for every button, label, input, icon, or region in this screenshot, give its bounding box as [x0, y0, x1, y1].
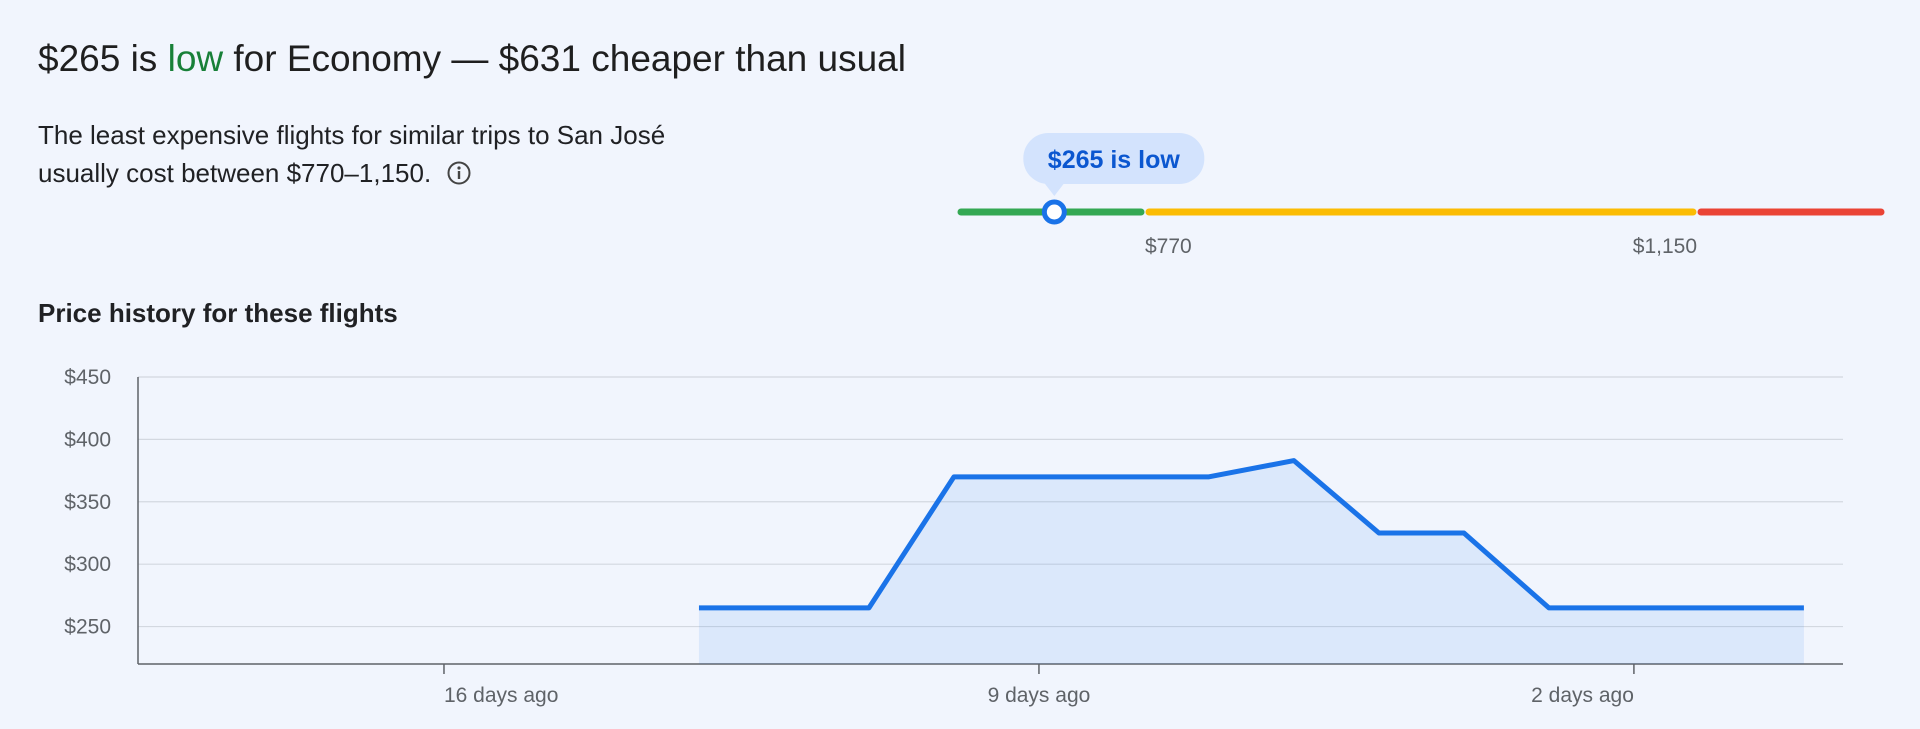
chart-title: Price history for these flights [38, 298, 398, 328]
description-line: usually cost between $770–1,150. [38, 154, 665, 192]
description: The least expensive flights for similar … [38, 116, 665, 192]
headline-status: low [167, 38, 224, 79]
price-marker [1041, 199, 1067, 225]
y-tick-label: $400 [64, 428, 111, 451]
tooltip-text: $265 is low [1048, 146, 1181, 174]
y-tick-label: $350 [64, 491, 111, 514]
info-icon[interactable] [446, 160, 472, 186]
x-tick-label: 16 days ago [444, 684, 558, 707]
y-tick-label: $300 [64, 553, 111, 576]
description-line: The least expensive flights for similar … [38, 120, 666, 150]
headline: $265 is low for Economy — $631 cheaper t… [38, 38, 906, 80]
area [698, 460, 1804, 664]
tooltip [1023, 133, 1205, 184]
price-line [698, 458, 1804, 611]
y-tick-label: $450 [64, 366, 111, 389]
headline-text: for Economy — $631 cheaper than usual [223, 38, 906, 79]
x-tick-label: 9 days ago [988, 684, 1091, 707]
headline-text: $265 is [38, 38, 168, 79]
range-label: $1,150 [1633, 235, 1697, 258]
range-label: $770 [1145, 235, 1192, 258]
tooltip-pointer [1044, 183, 1065, 196]
description-text: usually cost between $770–1,150. [38, 158, 432, 188]
y-tick-label: $250 [64, 616, 111, 639]
x-tick-label: 2 days ago [1531, 684, 1634, 707]
